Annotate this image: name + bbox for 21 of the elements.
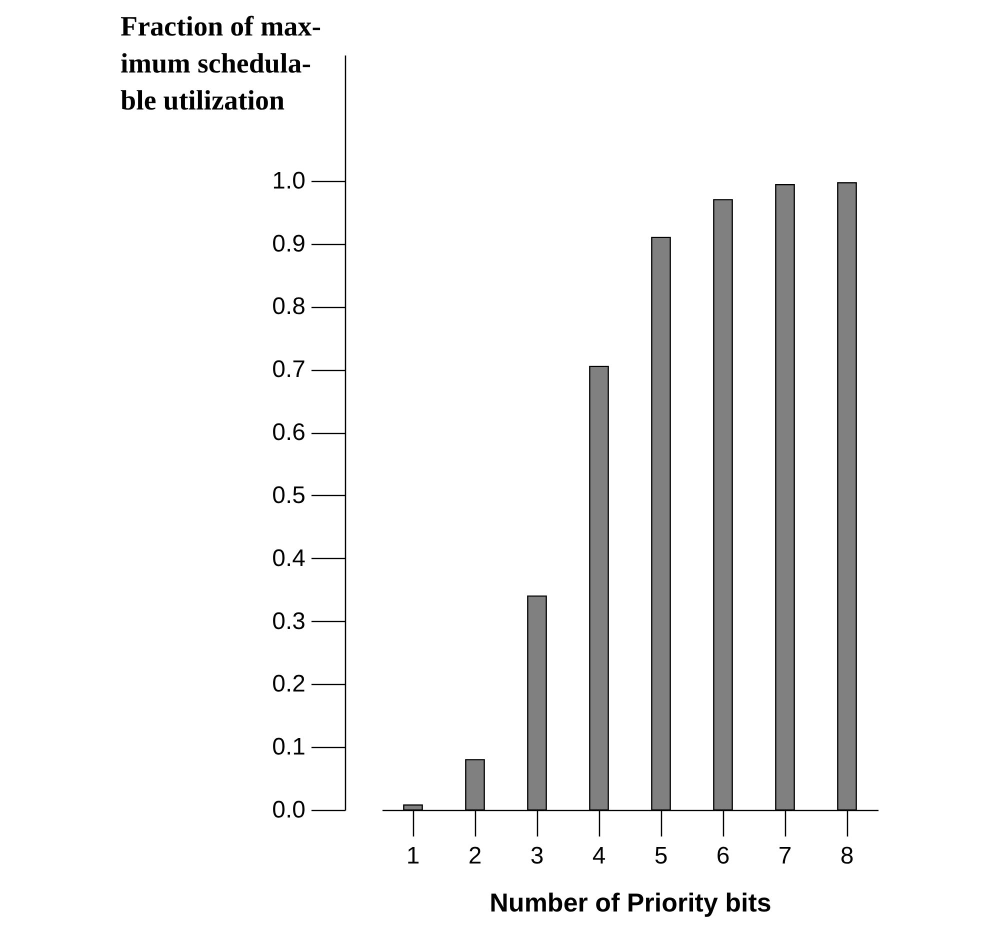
y-tick-label: 0.1: [272, 734, 306, 761]
y-tick-label: 0.7: [272, 356, 306, 384]
x-tick-label: 5: [654, 842, 668, 870]
x-tick-label: 1: [406, 842, 420, 870]
y-tick-label: 0.2: [272, 670, 306, 698]
x-tick-label: 3: [530, 842, 544, 870]
x-tick-label: 6: [716, 842, 730, 870]
x-tick-label: 7: [778, 842, 792, 870]
x-tick-label: 4: [592, 842, 606, 870]
x-tick-label: 8: [840, 842, 854, 870]
y-tick-label: 0.8: [272, 293, 306, 320]
y-tick-label: 1.0: [272, 167, 306, 194]
y-axis-title: Fraction of max- imum schedula- ble utilization: [120, 12, 322, 116]
y-tick-label: 0.0: [272, 796, 306, 824]
x-axis-title: Number of Priority bits: [490, 888, 772, 918]
y-tick-label: 0.3: [272, 608, 306, 635]
y-tick-label: 0.6: [272, 419, 306, 446]
y-tick-label: 0.4: [272, 544, 306, 572]
x-tick-label: 2: [468, 842, 482, 870]
y-tick-label: 0.9: [272, 230, 306, 258]
y-tick-label: 0.5: [272, 482, 306, 509]
